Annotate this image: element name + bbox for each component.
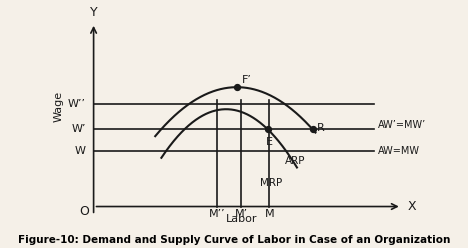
- Text: Labor: Labor: [226, 214, 257, 224]
- Text: Wage: Wage: [53, 91, 64, 122]
- Text: F’: F’: [241, 75, 251, 85]
- Text: W’: W’: [71, 124, 86, 134]
- Text: MRP: MRP: [260, 178, 282, 188]
- Text: X: X: [408, 200, 416, 213]
- Text: M’’: M’’: [209, 209, 225, 219]
- Text: O: O: [79, 206, 89, 218]
- Text: E: E: [266, 137, 273, 147]
- Text: AW=MW: AW=MW: [378, 146, 420, 156]
- Point: [264, 127, 271, 131]
- Point: [309, 127, 316, 131]
- Text: W’’: W’’: [68, 99, 86, 109]
- Point: [233, 85, 241, 89]
- Text: ARP: ARP: [285, 156, 305, 166]
- Text: AW’=MW’: AW’=MW’: [378, 120, 426, 130]
- Text: Y: Y: [90, 5, 97, 19]
- Text: W: W: [75, 146, 86, 156]
- Text: M: M: [264, 209, 274, 219]
- Text: M’: M’: [235, 209, 248, 219]
- Text: Figure-10: Demand and Supply Curve of Labor in Case of an Organization: Figure-10: Demand and Supply Curve of La…: [18, 235, 450, 245]
- Text: R: R: [316, 123, 324, 133]
